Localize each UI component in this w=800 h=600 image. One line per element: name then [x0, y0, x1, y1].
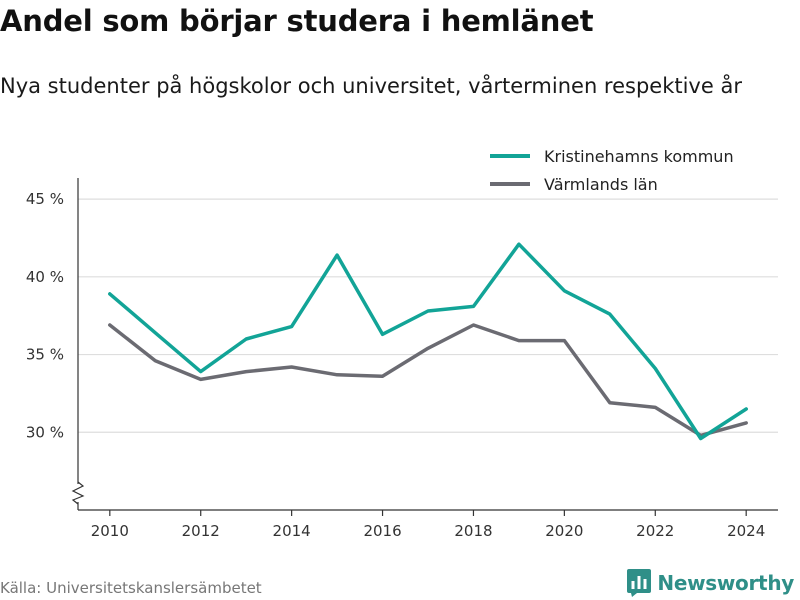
legend-background [480, 144, 778, 198]
x-tick-label: 2016 [363, 522, 401, 540]
axes: 30 % 35 % 40 % 45 % 2010 2012 2014 2016 2018 2020… [26, 178, 778, 540]
legend: Kristinehamns kommun Värmlands län [480, 144, 778, 198]
series-lines [108, 242, 748, 441]
brand-logo[interactable]: Newsworthy [627, 568, 794, 598]
chart-subtitle: Nya studenter på högskolor och universit… [0, 74, 742, 98]
series-line-kristinehamn [108, 242, 748, 441]
axis-break-icon [71, 481, 85, 505]
x-tick-label: 2012 [182, 522, 220, 540]
x-tick-label: 2014 [273, 522, 311, 540]
y-tick-label: 30 % [26, 423, 64, 441]
x-tick-label: 2010 [91, 522, 129, 540]
x-tick-label: 2018 [454, 522, 492, 540]
x-tick-label: 2022 [636, 522, 674, 540]
source-note: Källa: Universitetskanslersämbetet [0, 579, 262, 597]
legend-label: Värmlands län [544, 175, 658, 194]
y-tick-label: 35 % [26, 346, 64, 364]
legend-label: Kristinehamns kommun [544, 147, 734, 166]
brand-name: Newsworthy [657, 571, 794, 595]
x-tick-label: 2020 [545, 522, 583, 540]
chart-title: Andel som börjar studera i hemlänet [0, 4, 594, 38]
series-line-varmland [108, 323, 748, 438]
newsworthy-logo-icon [627, 569, 652, 597]
y-tick-label: 40 % [26, 268, 64, 286]
y-tick-label: 45 % [26, 190, 64, 208]
x-tick-label: 2024 [727, 522, 765, 540]
gridlines [78, 198, 778, 433]
